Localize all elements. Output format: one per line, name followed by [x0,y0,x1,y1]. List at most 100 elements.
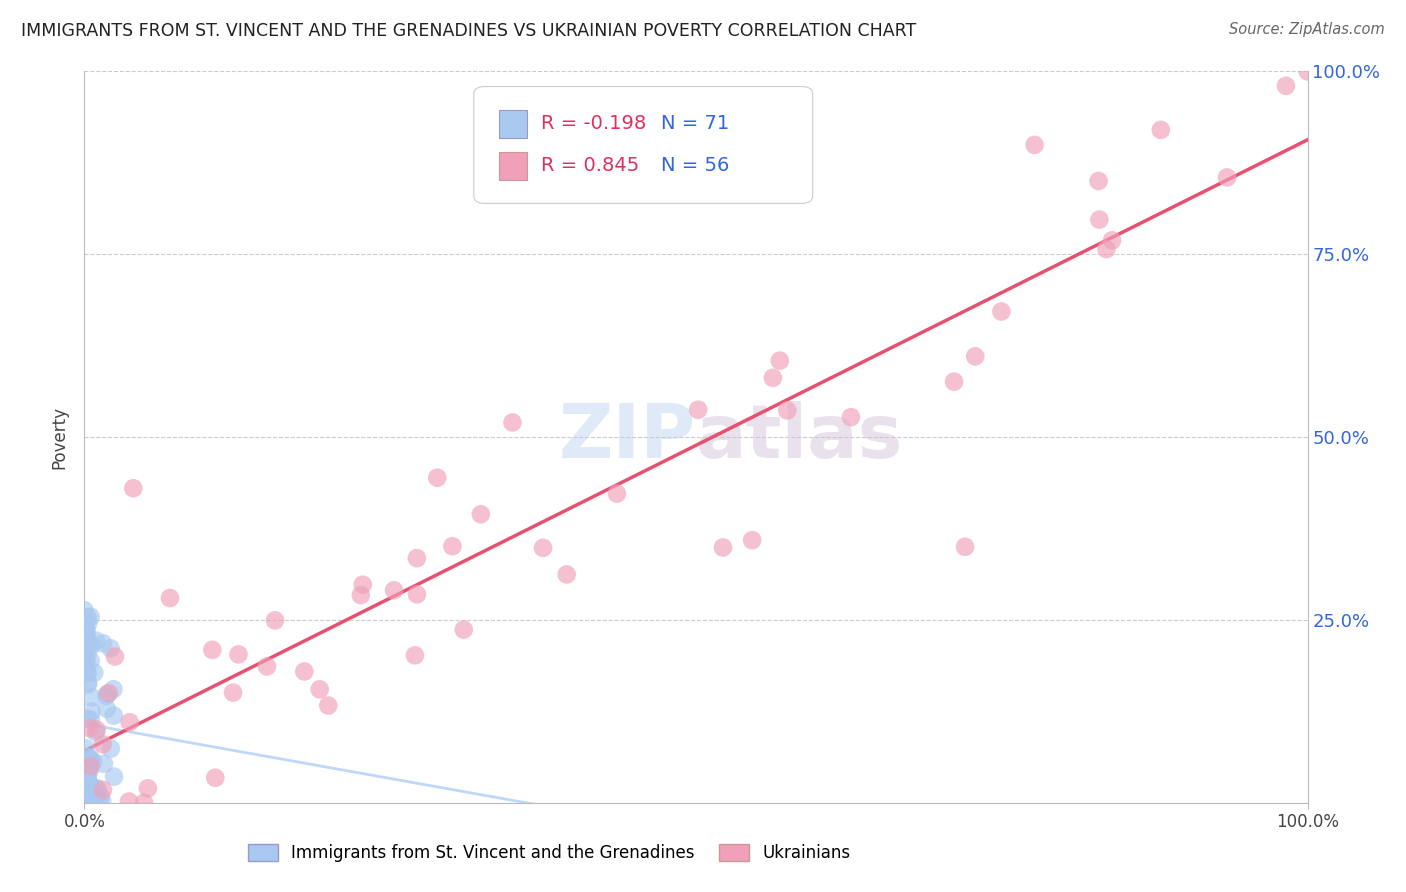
Point [943,375,966,389]
Legend: Immigrants from St. Vincent and the Grenadines, Ukrainians: Immigrants from St. Vincent and the Gren… [240,837,858,869]
Point [555,567,578,582]
Point [79,764,101,778]
Point [76,646,98,660]
Point [97,686,120,700]
Point [77,677,100,691]
Point [73,783,96,797]
Point [1087,174,1109,188]
Point [79,609,101,624]
Point [762,371,785,385]
Point [91,737,114,751]
Text: R = 0.845: R = 0.845 [541,156,640,176]
Point [103,682,125,697]
Point [406,587,429,601]
Point [80,639,103,653]
Point [76,762,98,776]
Point [104,649,127,664]
Point [711,541,734,555]
Point [1216,170,1239,185]
Point [1296,64,1319,78]
Point [75,629,97,643]
Point [75,623,97,637]
Point [96,702,118,716]
Point [73,763,96,777]
Point [76,665,98,679]
Point [77,616,100,631]
Point [79,759,101,773]
Point [80,713,103,727]
Point [256,659,278,673]
Text: ZIP: ZIP [558,401,696,474]
Point [76,766,98,780]
Point [73,794,96,808]
Point [118,715,141,730]
Point [79,752,101,766]
Point [76,771,98,785]
Point [292,665,315,679]
Point [77,795,100,809]
Point [132,796,155,810]
Point [201,643,224,657]
Point [222,685,245,699]
Point [688,402,710,417]
Point [77,795,100,809]
Point [1095,242,1118,256]
Point [76,770,98,784]
Point [76,765,98,780]
Point [741,533,763,548]
Point [316,698,339,713]
Point [73,603,96,617]
Point [84,725,107,739]
Point [204,771,226,785]
Point [77,675,100,690]
Point [76,796,98,810]
Y-axis label: Poverty: Poverty [51,406,69,468]
Point [91,636,114,650]
Point [404,648,426,663]
Point [82,690,104,705]
Point [776,403,799,417]
Point [136,781,159,796]
Point [103,708,125,723]
Point [76,654,98,668]
Text: R = -0.198: R = -0.198 [541,114,647,134]
Point [76,789,98,804]
Point [100,741,122,756]
Point [82,755,104,769]
Point [405,551,427,566]
Point [75,635,97,649]
Point [264,613,287,627]
Point [76,665,98,680]
Point [441,539,464,553]
Point [1275,78,1298,93]
Text: N = 71: N = 71 [661,114,730,134]
Text: atlas: atlas [696,401,903,474]
Point [84,633,107,648]
Point [953,540,976,554]
Point [79,751,101,765]
Point [76,632,98,647]
Point [1088,212,1111,227]
Point [91,783,114,797]
Point [80,785,103,799]
Point [990,304,1012,318]
Point [1024,137,1046,152]
Point [77,750,100,764]
Point [75,652,97,666]
Point [93,756,115,771]
Point [531,541,554,555]
Point [965,349,987,363]
Text: Source: ZipAtlas.com: Source: ZipAtlas.com [1229,22,1385,37]
Point [352,578,374,592]
Point [308,682,330,697]
Point [769,353,792,368]
Point [606,486,628,500]
Point [502,416,524,430]
Point [453,623,475,637]
Point [75,741,97,756]
Point [228,648,250,662]
Point [75,626,97,640]
Point [96,689,118,703]
Point [83,665,105,680]
Point [470,507,492,521]
